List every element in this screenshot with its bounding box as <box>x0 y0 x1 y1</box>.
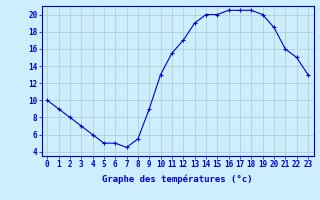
X-axis label: Graphe des températures (°c): Graphe des températures (°c) <box>102 175 253 184</box>
